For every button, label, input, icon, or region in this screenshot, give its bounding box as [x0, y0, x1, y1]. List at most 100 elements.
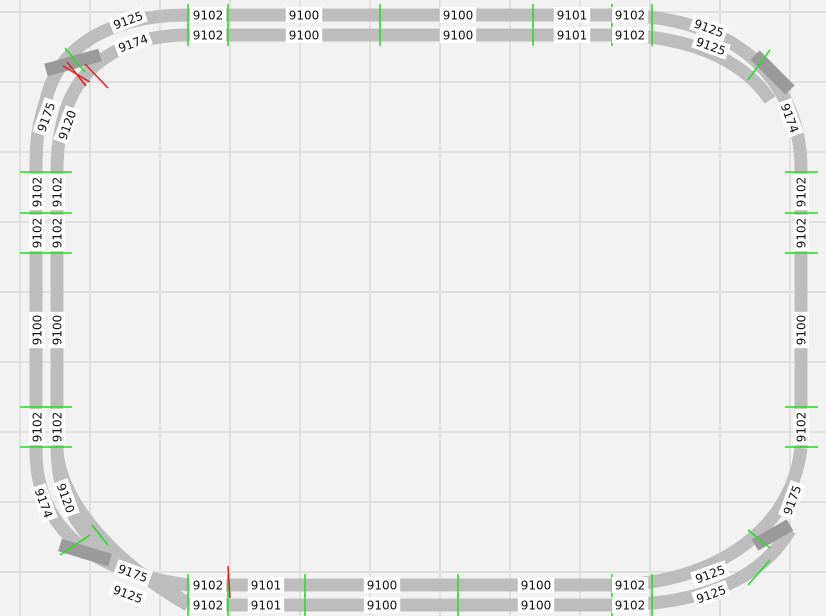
track-label-bg	[113, 559, 153, 587]
label-outer-bottom: 9102	[189, 577, 227, 593]
label-inner-bottom: 9100	[363, 597, 401, 613]
label-inner-top: 9100	[439, 27, 477, 43]
track-label-text: 9100	[289, 29, 320, 43]
label-outer-top: 9100	[439, 7, 477, 23]
label-outer-top: 9102	[611, 7, 649, 23]
label-outer-left: 9100	[29, 311, 45, 349]
track-label-bg	[793, 173, 809, 211]
label-outer-bottom: 9101	[247, 577, 285, 593]
track-label-text: 9102	[31, 218, 45, 249]
track-label-text: 9102	[795, 412, 809, 443]
label-inner-left: 9102	[49, 173, 65, 211]
label-inner-left: 9102	[49, 408, 65, 446]
track-label-text: 9100	[443, 29, 474, 43]
track-label-text: 9102	[795, 177, 809, 208]
track-joint	[747, 529, 771, 549]
track-label-bg	[363, 577, 401, 593]
track-label-bg	[189, 597, 227, 613]
track-label-bg	[189, 577, 227, 593]
label-inner-left: 9102	[49, 214, 65, 252]
track-label-bg	[247, 577, 285, 593]
track-label-bg	[553, 7, 591, 23]
track-label-text: 9100	[367, 599, 398, 613]
track-joint	[59, 534, 91, 556]
label-outer-top: 9100	[285, 7, 323, 23]
track-label-text: 9100	[521, 579, 552, 593]
label-outer-left: 9102	[29, 173, 45, 211]
end-mark	[66, 61, 87, 87]
track-label-bg	[29, 311, 45, 349]
label-right: 9100	[793, 311, 809, 349]
label-outer-bottom: 9100	[517, 577, 555, 593]
label-inner-top: 9101	[553, 27, 591, 43]
label-outer-bottom: 9100	[363, 577, 401, 593]
track-label-text: 9102	[193, 579, 224, 593]
label-outer-left: 9102	[29, 408, 45, 446]
track-joint	[747, 559, 771, 586]
track-label-bg	[776, 98, 804, 138]
track-label-bg	[285, 7, 323, 23]
track-label-bg	[49, 311, 65, 349]
track-joint	[91, 524, 109, 546]
track-label-text: 9102	[51, 412, 65, 443]
track-label-text: 9100	[443, 9, 474, 23]
track-label-text: 9102	[193, 29, 224, 43]
track-label-bg	[439, 27, 477, 43]
track-label-bg	[53, 105, 81, 145]
label-inner-bottom: 9101	[247, 597, 285, 613]
track-label-bg	[29, 173, 45, 211]
track-label-bg	[52, 478, 80, 518]
switch-tl	[44, 48, 102, 77]
track-label-bg	[517, 597, 555, 613]
track-label-text: 9102	[795, 218, 809, 249]
switch-bl	[58, 538, 112, 567]
label-right: 9102	[793, 408, 809, 446]
label-outer-left: 9102	[29, 214, 45, 252]
label-inner-top: 9102	[189, 27, 227, 43]
track-label-bg	[553, 27, 591, 43]
track-label-bg	[793, 311, 809, 349]
switch-tr	[750, 50, 795, 95]
track-label-text: 9102	[51, 177, 65, 208]
track-label-bg	[611, 7, 649, 23]
track-label-bg	[49, 173, 65, 211]
track-label-bg	[285, 27, 323, 43]
track-label-bg	[439, 7, 477, 23]
track-label-text: 9102	[615, 579, 646, 593]
track-label-bg	[29, 408, 45, 446]
label-outer-top: 9101	[553, 7, 591, 23]
label-inner-bottom: 9102	[189, 597, 227, 613]
end-mark	[84, 63, 109, 89]
track-label-text: 9100	[367, 579, 398, 593]
label-inner-top: 9102	[611, 27, 649, 43]
track-label-bg	[689, 14, 729, 42]
track-label-text: 9102	[31, 412, 45, 443]
track-label-text: 9102	[51, 218, 65, 249]
track-curve-bl-inner2	[50, 449, 192, 611]
track-label-bg	[49, 214, 65, 252]
label-inner-top: 9100	[285, 27, 323, 43]
track-label-bg	[189, 7, 227, 23]
track-label-text: 9101	[251, 599, 282, 613]
track-label-text: 9102	[615, 599, 646, 613]
track-label-text: 9102	[615, 9, 646, 23]
track-label-bg	[611, 597, 649, 613]
track-label-bg	[778, 480, 806, 520]
track-label-bg	[517, 577, 555, 593]
label-right: 9102	[793, 214, 809, 252]
track-label-text: 9100	[51, 315, 65, 346]
track-label-bg	[247, 597, 285, 613]
label-inner-bottom: 9102	[611, 597, 649, 613]
track-label-bg	[691, 580, 731, 608]
end-mark	[227, 565, 231, 599]
track-label-bg	[108, 580, 148, 608]
label-inner-bottom: 9100	[517, 597, 555, 613]
track-label-bg	[793, 214, 809, 252]
track-label-bg	[691, 32, 731, 60]
track-label-text: 9102	[615, 29, 646, 43]
track-label-text: 9100	[31, 315, 45, 346]
track-label-bg	[611, 577, 649, 593]
track-label-bg	[30, 483, 58, 523]
